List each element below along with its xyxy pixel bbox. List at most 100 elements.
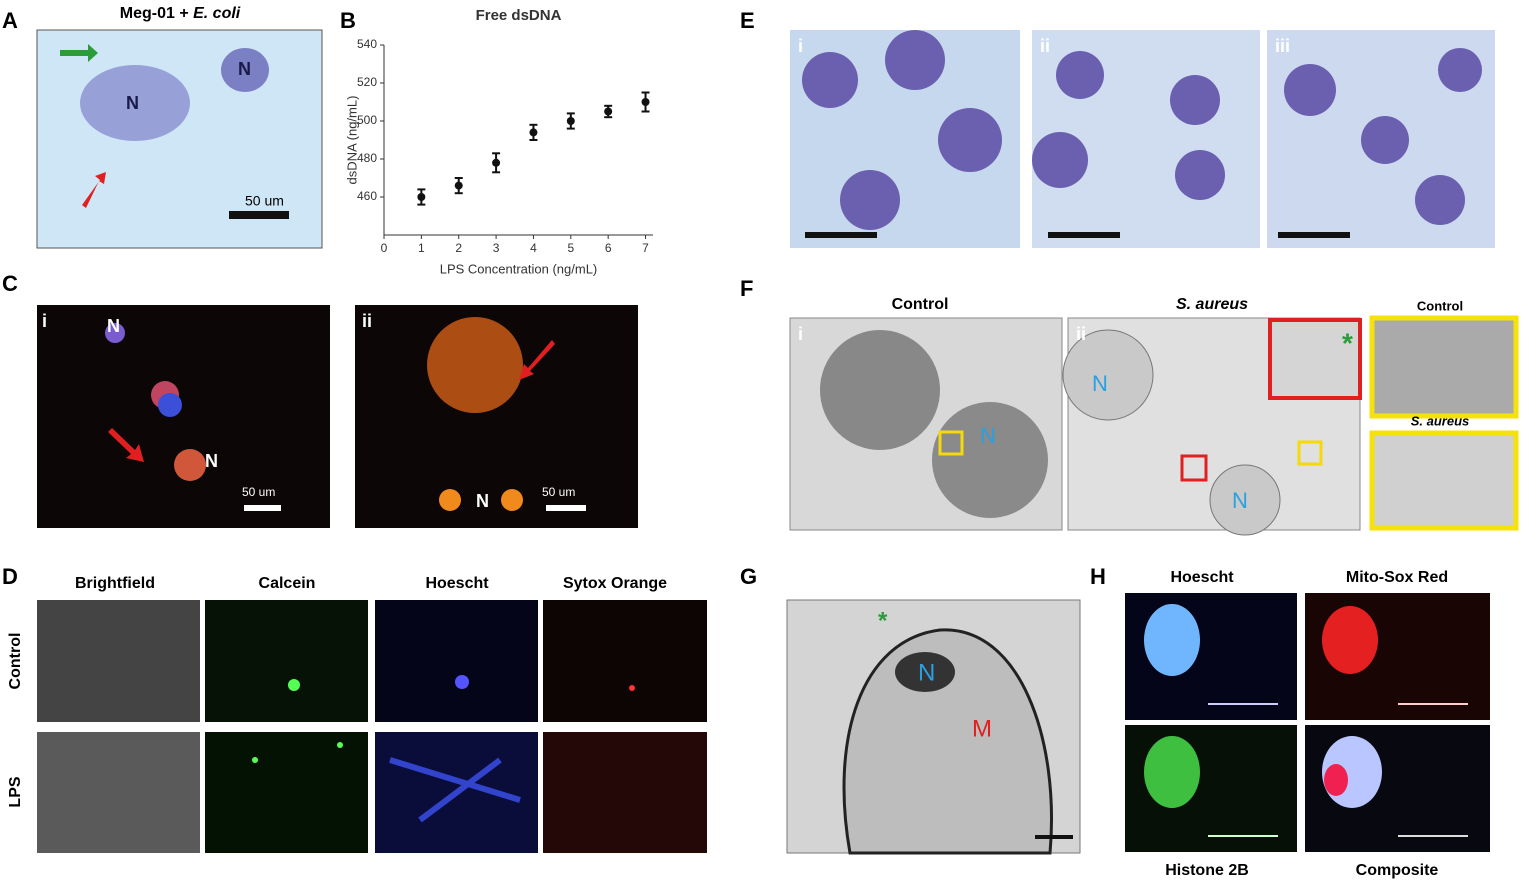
cell: [105, 323, 125, 343]
x-tick-label: 5: [567, 241, 574, 255]
scale-bar: [805, 232, 877, 238]
point: [492, 158, 501, 167]
arrow: [519, 340, 555, 380]
sub-label: ii: [1040, 36, 1050, 56]
point: [529, 128, 538, 137]
cell: [221, 48, 269, 92]
cell: [1361, 116, 1409, 164]
cell: [80, 65, 190, 141]
inset: [1369, 315, 1519, 419]
y-tick-label: 520: [357, 75, 377, 89]
sub-label: i: [798, 36, 803, 56]
sub-label: i: [798, 324, 803, 344]
cell: [337, 742, 343, 748]
panel-letter: G: [740, 564, 757, 589]
nucleus-label: N: [238, 59, 251, 79]
cell: [842, 628, 1053, 855]
cell: [439, 489, 461, 511]
x-tick-label: 1: [418, 241, 425, 255]
row-header: Control: [7, 633, 24, 690]
inset: [1268, 318, 1362, 400]
cell: [932, 402, 1048, 518]
x-axis-label: LPS Concentration (ng/mL): [440, 261, 598, 276]
x-tick-label: 6: [605, 241, 612, 255]
panel-letter: E: [740, 8, 755, 33]
asterisk: *: [878, 607, 888, 634]
arrow: [108, 428, 144, 462]
cell: [802, 52, 858, 108]
inset-title: S. aureus: [1411, 413, 1470, 428]
cell: [820, 330, 940, 450]
column-header: Calcein: [259, 575, 316, 592]
x-tick-label: 3: [493, 241, 500, 255]
column-header: Hoescht: [1170, 569, 1234, 586]
column-footer: Composite: [1356, 862, 1439, 879]
cell: [1144, 736, 1200, 808]
nucleus-label: N: [476, 491, 489, 511]
nucleus: [895, 652, 955, 692]
panel-title: Meg-01 + E. coli: [120, 5, 241, 22]
inset-box: [1180, 454, 1208, 482]
cell: [1284, 64, 1336, 116]
cell: [938, 108, 1002, 172]
panel-letter: D: [2, 564, 18, 589]
panel-letter: H: [1090, 564, 1106, 589]
x-tick-label: 4: [530, 241, 537, 255]
cell: [455, 675, 469, 689]
cell: [501, 489, 523, 511]
y-tick-label: 460: [357, 189, 377, 203]
cell: [1324, 764, 1348, 796]
cell: [1144, 604, 1200, 676]
scale-label: 50 um: [542, 485, 575, 499]
panel-letter: F: [740, 276, 753, 301]
micrograph: [543, 600, 707, 722]
column-header: Mito-Sox Red: [1346, 569, 1448, 586]
nucleus-label: N: [980, 423, 996, 448]
panel-letter: B: [340, 8, 356, 33]
cell: [158, 393, 182, 417]
sub-label: ii: [1076, 324, 1086, 344]
cell: [1175, 150, 1225, 200]
panel-title: S. aureus: [1176, 296, 1248, 313]
scale-bar: [1035, 835, 1073, 839]
cell: [629, 685, 635, 691]
point: [566, 117, 575, 125]
net: [389, 757, 521, 823]
cell: [1209, 464, 1281, 536]
inset-box: [1297, 440, 1323, 466]
cell: [1062, 329, 1154, 421]
scale-bar: [1048, 232, 1120, 238]
cell: [1032, 132, 1088, 188]
nucleus-label: N: [1092, 371, 1108, 396]
column-header: Brightfield: [75, 575, 155, 592]
nucleus-label: N: [107, 316, 120, 336]
arrow: [82, 172, 106, 208]
y-tick-label: 480: [357, 151, 377, 165]
arrow: [60, 44, 98, 62]
panel-letter: A: [2, 8, 18, 33]
cell: [174, 449, 206, 481]
cell: [840, 170, 900, 230]
micrograph: [37, 305, 330, 528]
point: [454, 181, 463, 190]
scale-bar: [244, 505, 281, 511]
nucleus-label: N: [205, 451, 218, 471]
scale-bar: [1278, 232, 1350, 238]
cell: [885, 30, 945, 90]
micrograph: [543, 732, 707, 853]
chart: Free dsDNA 460 480 500 520 540 0 1 2 3 4 5 6 7 LPS Con…: [344, 7, 653, 276]
column-header: Sytox Orange: [563, 575, 667, 592]
sub-label: i: [42, 311, 47, 331]
panel-title: Control: [892, 296, 949, 313]
sub-label: iii: [1275, 36, 1290, 56]
cell: [1322, 606, 1378, 674]
sub-label: ii: [362, 311, 372, 331]
x-tick-label: 2: [455, 241, 462, 255]
cell: [252, 757, 258, 763]
cell: [288, 679, 300, 691]
inset: [1369, 430, 1519, 531]
asterisk: *: [1342, 327, 1353, 358]
row-header: LPS: [7, 776, 24, 807]
cell: [1170, 75, 1220, 125]
